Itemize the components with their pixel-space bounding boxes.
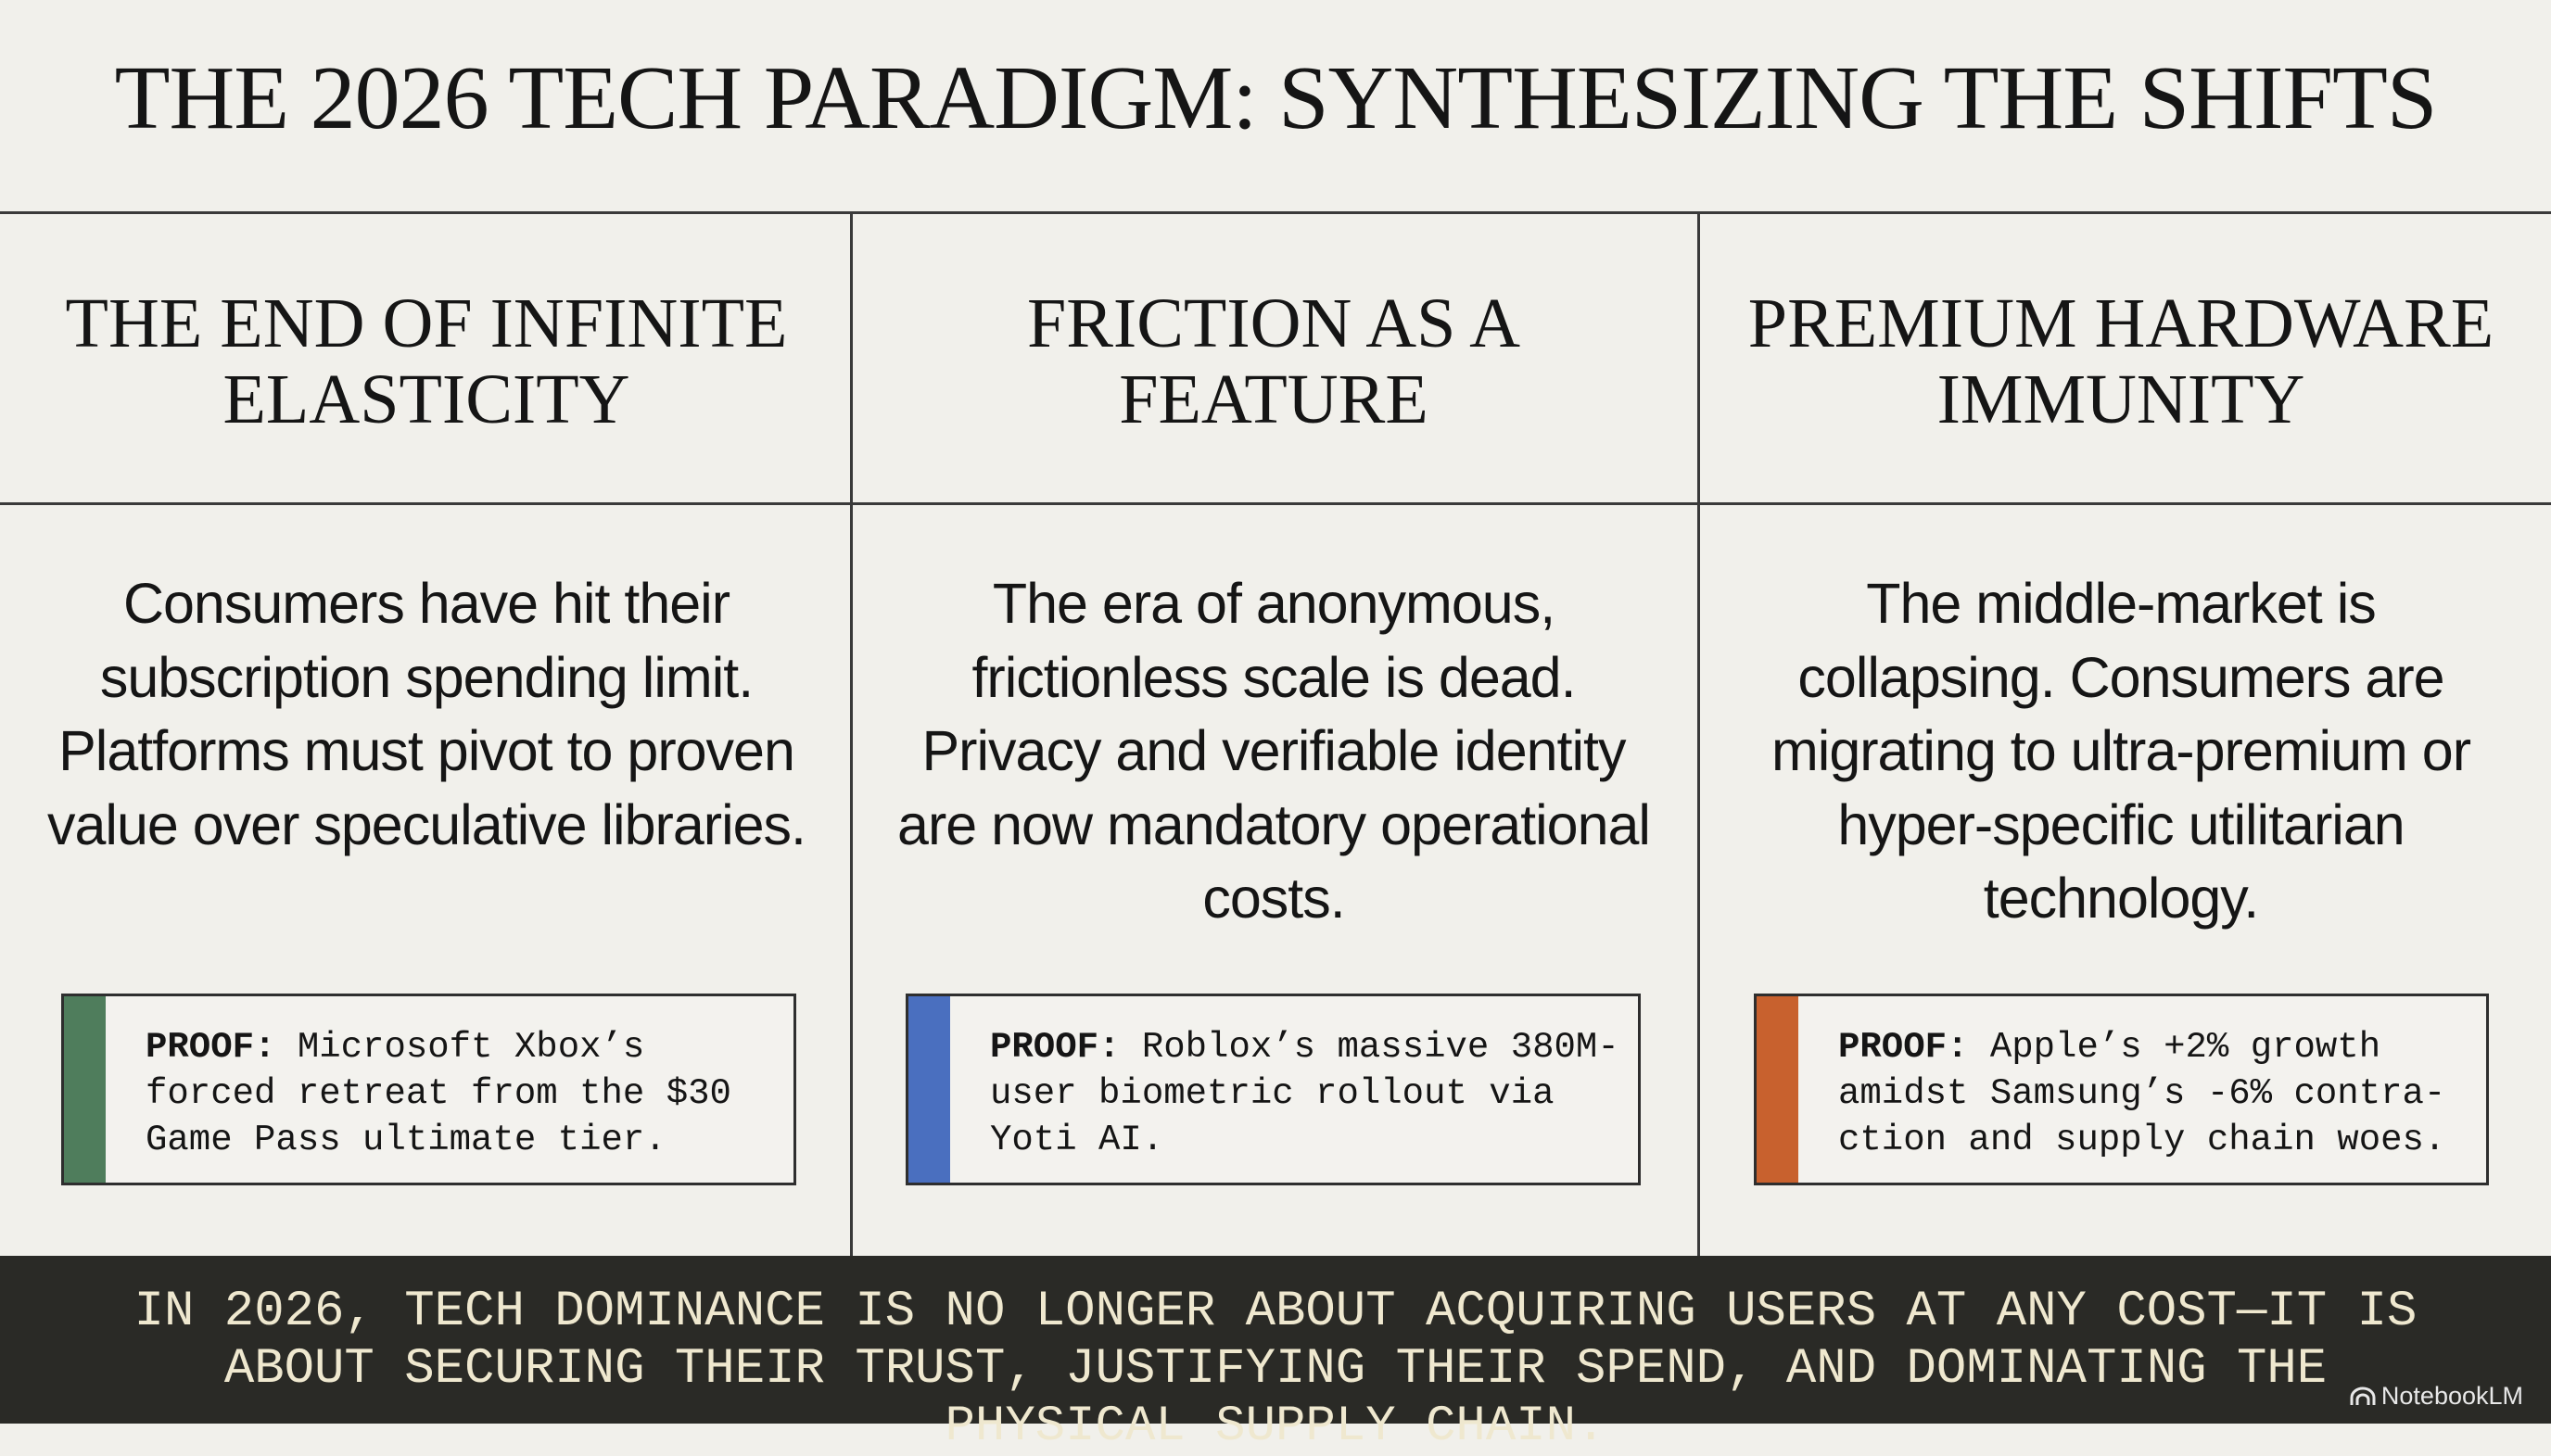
proof-text: Roblox’s massive 380M-user biometric rol… (990, 1027, 1619, 1160)
column-heading: PREMIUM HARDWARE IMMUNITY (1747, 285, 2494, 438)
notebooklm-logo-icon (2350, 1386, 2376, 1405)
column-heading: THE END OF INFINITE ELASTICITY (65, 285, 788, 438)
proof-box: PROOF: Roblox’s massive 380M-user biomet… (906, 994, 1641, 1185)
column-body: The era of anonymous, frictionless scale… (897, 572, 1651, 930)
footer-banner: IN 2026, TECH DOMINANCE IS NO LONGER ABO… (0, 1256, 2551, 1455)
page-title: THE 2026 TECH PARADIGM: SYNTHESIZING THE… (114, 48, 2438, 148)
proof-label: PROOF: (990, 1027, 1121, 1068)
proof-box: PROOF: Microsoft Xbox’s forced retreat f… (61, 994, 796, 1185)
brand-name: NotebookLM (2380, 1382, 2523, 1410)
proof-label: PROOF: (146, 1027, 276, 1068)
divider (0, 211, 2551, 214)
proof-text: Microsoft Xbox’s forced retreat from the… (146, 1027, 731, 1160)
column-body: The middle-market is collapsing. Consume… (1770, 572, 2471, 930)
column-friction: FRICTION AS A FEATURE The era of anonymo… (850, 211, 1697, 1256)
brand-watermark: NotebookLM (2350, 1382, 2523, 1411)
accent-bar (908, 996, 950, 1183)
column-elasticity: THE END OF INFINITE ELASTICITY Consumers… (3, 211, 850, 1256)
accent-bar (1757, 996, 1798, 1183)
proof-label: PROOF: (1838, 1027, 1969, 1068)
divider (850, 211, 853, 1256)
column-heading: FRICTION AS A FEATURE (1026, 285, 1521, 438)
proof-text: Apple’s +2% growth amidst Samsung’s -6% … (1838, 1027, 2446, 1160)
column-body: Consumers have hit their subscription sp… (46, 572, 806, 856)
divider (0, 502, 2551, 505)
proof-box: PROOF: Apple’s +2% growth amidst Samsung… (1754, 994, 2489, 1185)
footer-text: IN 2026, TECH DOMINANCE IS NO LONGER ABO… (133, 1284, 2418, 1455)
divider (1697, 211, 1700, 1256)
accent-bar (64, 996, 106, 1183)
column-hardware: PREMIUM HARDWARE IMMUNITY The middle-mar… (1697, 211, 2545, 1256)
